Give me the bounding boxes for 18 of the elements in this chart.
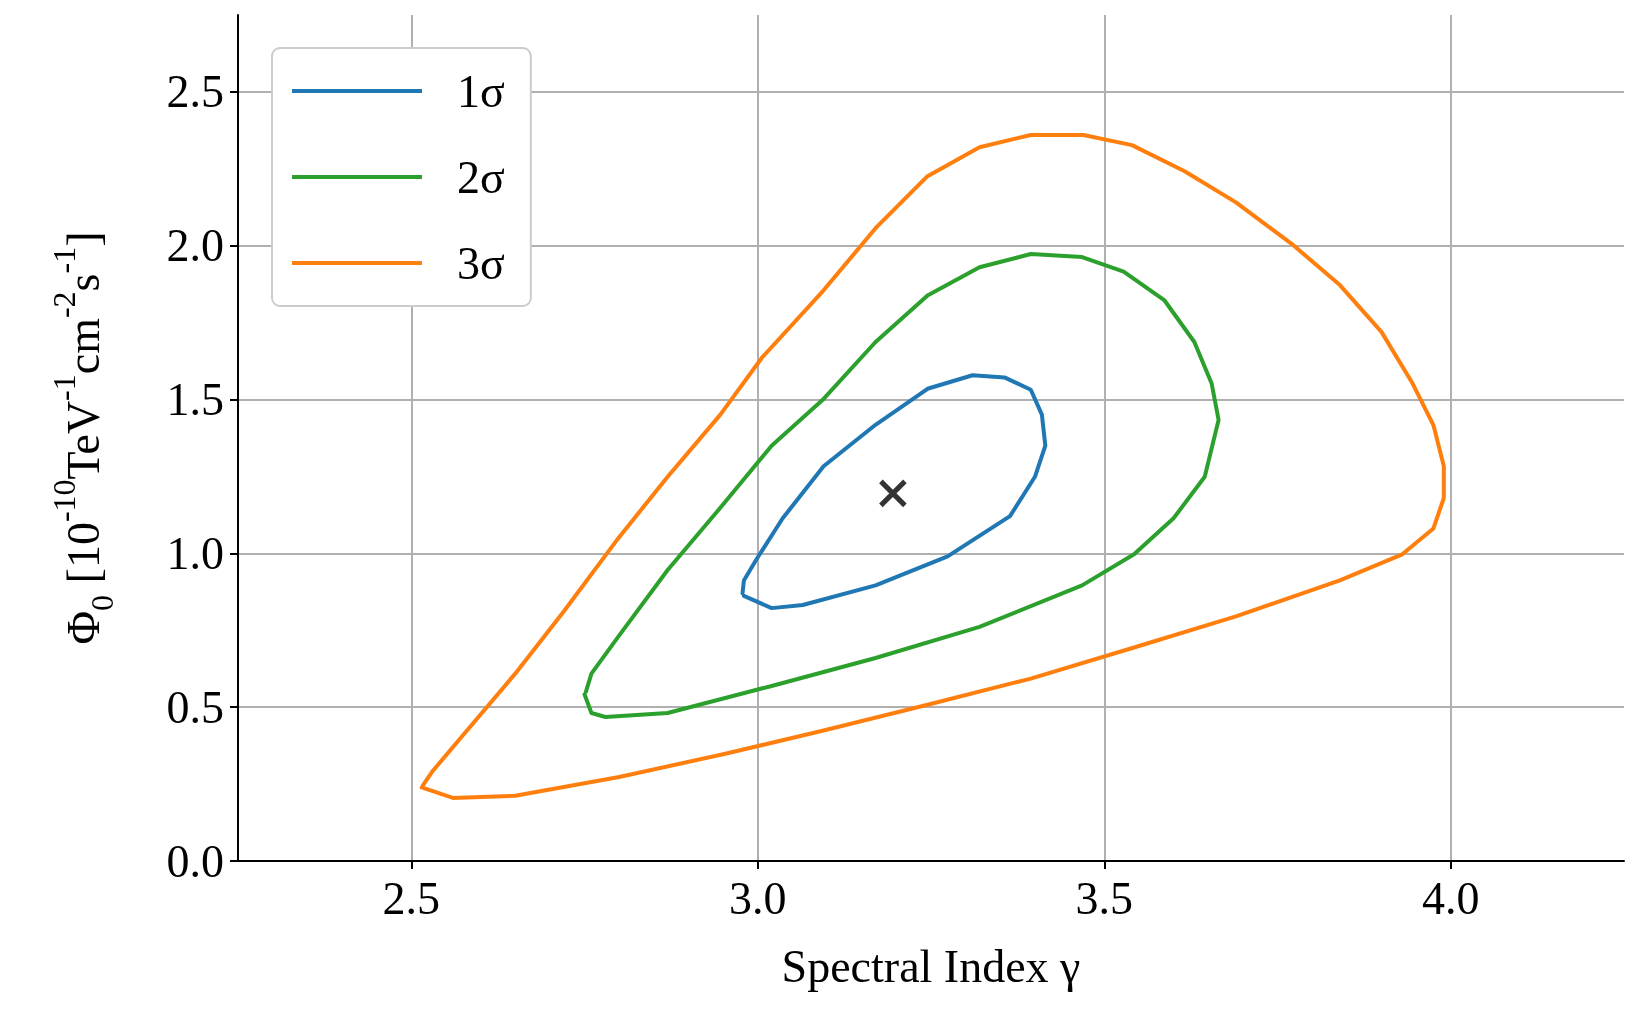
x-tick-label: 3.0 [729,872,787,924]
x-axis-title: Spectral Index γ [781,940,1081,992]
y-tick-label: 2.5 [166,66,224,118]
y-tick-label: 1.0 [166,527,224,579]
x-tick-label: 3.5 [1075,872,1133,924]
x-tick-label: 4.0 [1422,872,1480,924]
x-tick-label: 2.5 [382,872,440,924]
line-series [740,373,1048,611]
text: Φ0 [10-10TeV-1cm-2s-1] [46,231,120,645]
legend-label: 3σ [457,237,505,289]
y-tick-label: 2.0 [166,220,224,272]
line-series [419,132,1446,800]
legend-label: 1σ [457,65,505,117]
line-series [582,252,1221,720]
y-tick-label: 0.0 [166,835,224,887]
y-tick-label: 0.5 [166,681,224,733]
y-tick-label: 1.5 [166,374,224,426]
legend-label: 2σ [457,151,505,203]
